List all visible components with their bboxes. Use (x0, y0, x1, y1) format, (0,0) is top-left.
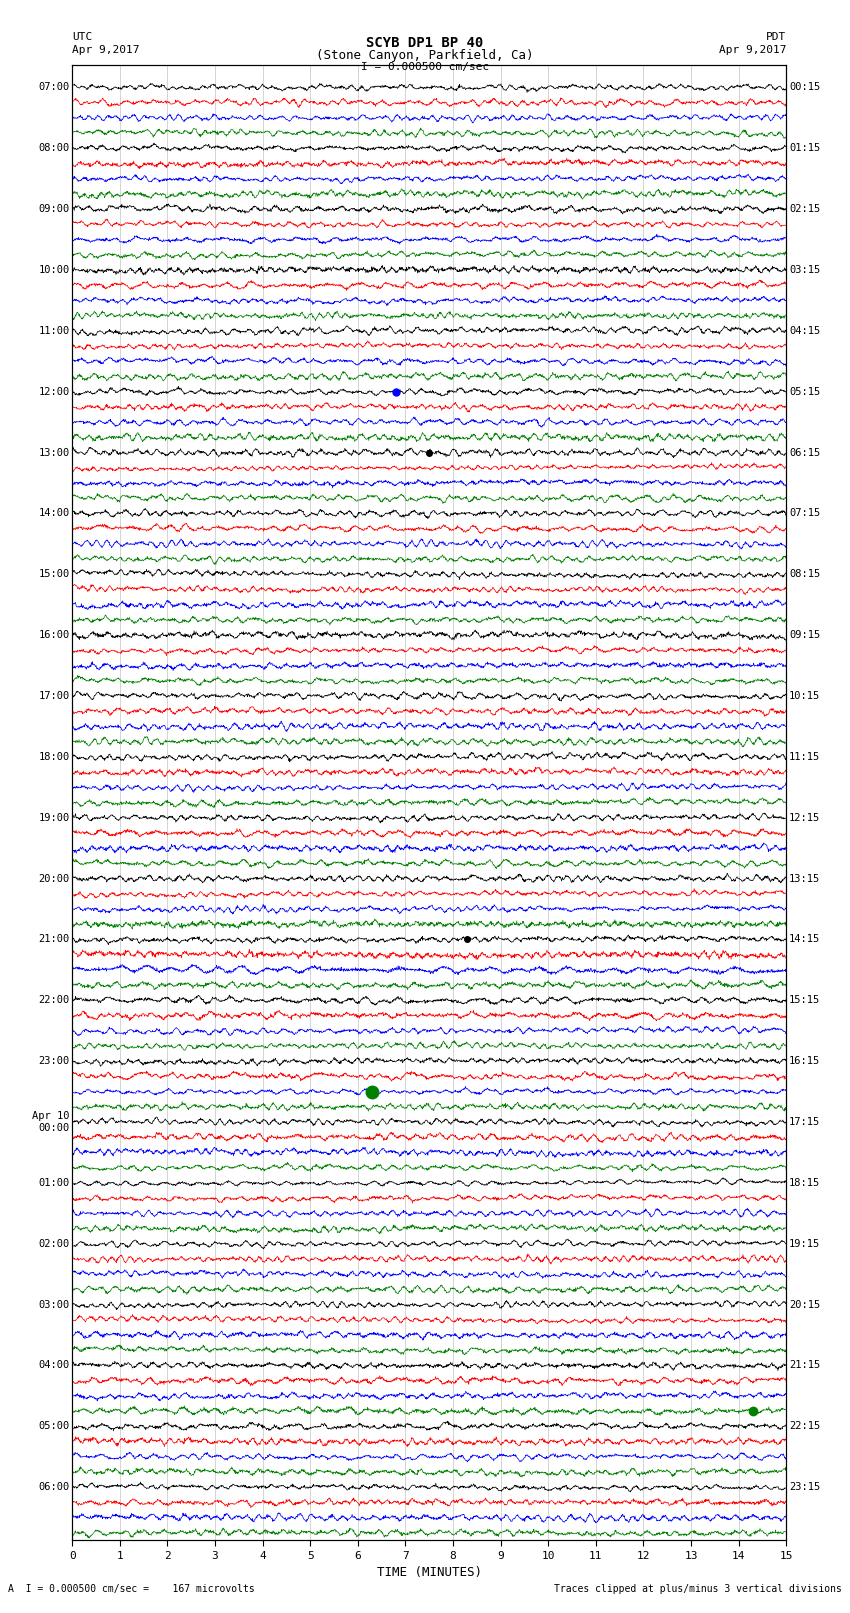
Text: Traces clipped at plus/minus 3 vertical divisions: Traces clipped at plus/minus 3 vertical … (553, 1584, 842, 1594)
Text: SCYB DP1 BP 40: SCYB DP1 BP 40 (366, 37, 484, 50)
Text: I = 0.000500 cm/sec: I = 0.000500 cm/sec (361, 63, 489, 73)
Text: Apr 9,2017: Apr 9,2017 (72, 45, 139, 55)
Text: UTC: UTC (72, 32, 93, 42)
Text: (Stone Canyon, Parkfield, Ca): (Stone Canyon, Parkfield, Ca) (316, 50, 534, 63)
Text: Apr 9,2017: Apr 9,2017 (719, 45, 786, 55)
X-axis label: TIME (MINUTES): TIME (MINUTES) (377, 1566, 482, 1579)
Text: PDT: PDT (766, 32, 786, 42)
Text: A  I = 0.000500 cm/sec =    167 microvolts: A I = 0.000500 cm/sec = 167 microvolts (8, 1584, 255, 1594)
